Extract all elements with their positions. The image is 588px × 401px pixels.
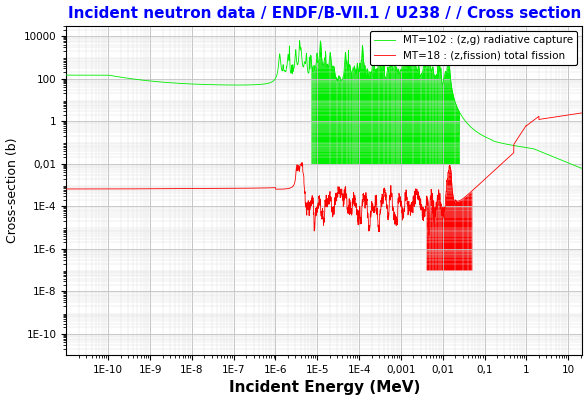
MT=102 : (z,g) radiative capture: (0.00031, 752): (z,g) radiative capture: (0.00031, 752) (376, 58, 383, 63)
MT=18 : (z,fission) total fission: (0.00031, 2.61e-05): (z,fission) total fission: (0.00031, 2.6… (376, 216, 383, 221)
MT=18 : (z,fission) total fission: (3.04e-05, 0.000303): (z,fission) total fission: (3.04e-05, 0.… (334, 194, 341, 198)
Line: MT=18 : (z,fission) total fission: MT=18 : (z,fission) total fission (66, 113, 582, 235)
MT=102 : (z,g) radiative capture: (0.0045, 1.06e+04): (z,g) radiative capture: (0.0045, 1.06e+… (425, 33, 432, 38)
MT=18 : (z,fission) total fission: (20.9, 2.43): (z,fission) total fission: (20.9, 2.43) (578, 111, 585, 115)
MT=102 : (z,g) radiative capture: (1e-11, 146): (z,g) radiative capture: (1e-11, 146) (63, 73, 70, 77)
MT=102 : (z,g) radiative capture: (20.9, 0.00608): (z,g) radiative capture: (20.9, 0.00608) (578, 166, 585, 171)
MT=18 : (z,fission) total fission: (2.03e-05, 0.000192): (z,fission) total fission: (2.03e-05, 0.… (326, 198, 333, 203)
MT=18 : (z,fission) total fission: (0.0047, 4.24e-06): (z,fission) total fission: (0.0047, 4.24… (426, 233, 433, 238)
MT=102 : (z,g) radiative capture: (2.03e-05, 1.69e+03): (z,g) radiative capture: (2.03e-05, 1.69… (326, 50, 333, 55)
MT=102 : (z,g) radiative capture: (3.04e-05, 89.7): (z,g) radiative capture: (3.04e-05, 89.7… (334, 77, 341, 82)
MT=18 : (z,fission) total fission: (4.45e-11, 0.000648): (z,fission) total fission: (4.45e-11, 0.… (90, 186, 97, 191)
MT=18 : (z,fission) total fission: (6.72e-10, 0.00066): (z,fission) total fission: (6.72e-10, 0.… (139, 186, 146, 191)
Title: Incident neutron data / ENDF/B-VII.1 / U238 / / Cross section: Incident neutron data / ENDF/B-VII.1 / U… (68, 6, 581, 20)
MT=102 : (z,g) radiative capture: (6.72e-10, 84.2): (z,g) radiative capture: (6.72e-10, 84.2… (139, 78, 146, 83)
Line: MT=102 : (z,g) radiative capture: MT=102 : (z,g) radiative capture (66, 35, 582, 168)
MT=18 : (z,fission) total fission: (1.54e-08, 0.00068): (z,fission) total fission: (1.54e-08, 0.… (196, 186, 203, 191)
Legend: MT=102 : (z,g) radiative capture, MT=18 : (z,fission) total fission: MT=102 : (z,g) radiative capture, MT=18 … (370, 31, 577, 65)
Y-axis label: Cross-section (b): Cross-section (b) (5, 138, 19, 243)
MT=102 : (z,g) radiative capture: (1.54e-08, 53.8): (z,g) radiative capture: (1.54e-08, 53.8… (196, 82, 203, 87)
X-axis label: Incident Energy (MeV): Incident Energy (MeV) (229, 381, 420, 395)
MT=102 : (z,g) radiative capture: (4.45e-11, 146): (z,g) radiative capture: (4.45e-11, 146) (90, 73, 97, 77)
MT=18 : (z,fission) total fission: (1e-11, 0.000648): (z,fission) total fission: (1e-11, 0.000… (63, 186, 70, 191)
